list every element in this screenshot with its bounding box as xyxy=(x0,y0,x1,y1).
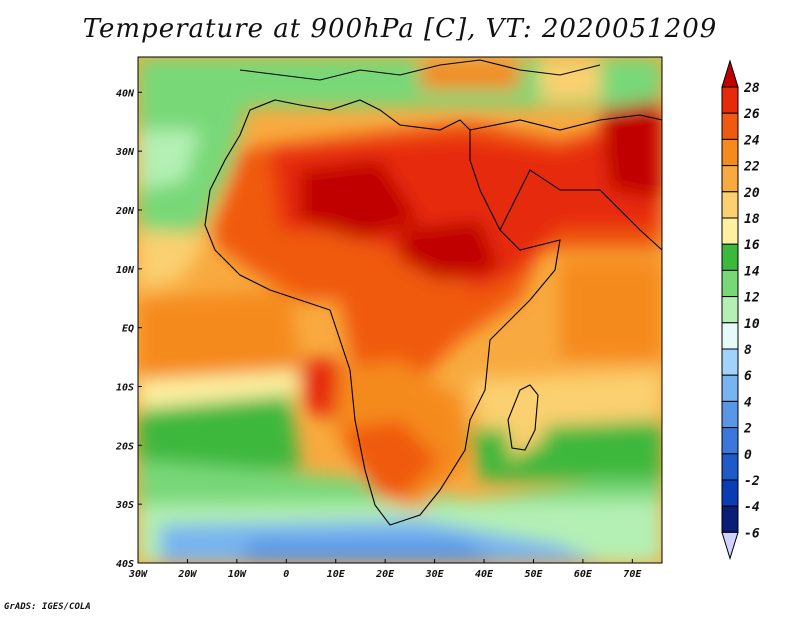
lon-tick-label: 10E xyxy=(327,569,346,580)
colorbar-label: -4 xyxy=(744,500,760,515)
map-frame xyxy=(137,56,663,564)
lon-tick-label: 70E xyxy=(623,569,642,580)
colorbar-label: 26 xyxy=(743,107,760,122)
colorbar-box xyxy=(721,479,739,507)
lon-tick-label: 30E xyxy=(425,569,445,580)
colorbar-label: 22 xyxy=(743,160,760,175)
colorbar-label: 18 xyxy=(744,212,760,227)
lat-tick-label: 10N xyxy=(116,265,135,276)
map-title: Temperature at 900hPa [C], VT: 202005120… xyxy=(82,14,718,44)
colorbar-label: 4 xyxy=(744,395,752,410)
lon-tick-label: 0 xyxy=(283,569,289,580)
grads-credit: GrADS: IGES/COLA xyxy=(4,602,91,612)
colorbar-label: 14 xyxy=(744,264,760,279)
colorbar-box xyxy=(721,348,739,376)
colorbar-box xyxy=(721,322,739,350)
colorbar-box xyxy=(721,217,739,245)
colorbar-box xyxy=(721,86,739,114)
lat-tick-label: 20N xyxy=(115,206,135,217)
colorbar-label: 16 xyxy=(744,238,760,253)
lat-tick-label: 30N xyxy=(115,147,135,158)
colorbar-box xyxy=(721,374,739,402)
colorbar-label: 28 xyxy=(743,81,760,96)
colorbar-box xyxy=(721,165,739,193)
colorbar-box xyxy=(721,427,739,455)
lat-tick-label: 30S xyxy=(115,500,134,511)
colorbar-label: 10 xyxy=(744,317,760,332)
colorbar-label: 8 xyxy=(744,343,752,358)
colorbar-box xyxy=(721,138,739,167)
lon-tick-label: 10W xyxy=(228,569,247,580)
lon-tick-label: 40E xyxy=(475,569,494,580)
lat-tick-label: EQ xyxy=(122,324,134,335)
lat-tick-label: 20S xyxy=(115,441,134,452)
colorbar-box xyxy=(721,400,739,429)
colorbar-box xyxy=(721,243,739,271)
colorbar-label: 20 xyxy=(743,186,760,201)
colorbar-label: 6 xyxy=(744,369,752,384)
colorbar-label: -2 xyxy=(744,474,760,489)
colorbar-top-arrow xyxy=(721,59,739,88)
lat-tick-label: 40S xyxy=(116,559,134,570)
lon-tick-label: 20W xyxy=(177,569,197,580)
colorbar-label: 24 xyxy=(743,133,760,148)
colorbar-label: -6 xyxy=(744,526,760,541)
colorbar-box xyxy=(721,112,739,140)
colorbar-box xyxy=(721,269,739,298)
colorbar-box xyxy=(721,505,739,533)
colorbar-label: 2 xyxy=(743,422,752,437)
colorbar-bottom-arrow xyxy=(721,531,739,561)
lon-tick-label: 60E xyxy=(574,569,593,580)
colorbar-label: 0 xyxy=(744,448,752,463)
colorbar-box xyxy=(721,296,739,324)
lat-tick-label: 10S xyxy=(116,382,134,393)
colorbar-box xyxy=(721,453,739,481)
colorbar-label: 12 xyxy=(744,291,760,306)
lat-tick-label: 40N xyxy=(116,88,135,99)
lon-tick-label: 50E xyxy=(524,569,543,580)
lon-tick-label: 20E xyxy=(375,569,395,580)
colorbar-box xyxy=(721,191,739,219)
coastlines xyxy=(204,59,662,526)
lon-tick-label: 30W xyxy=(128,569,148,580)
temperature-field xyxy=(138,57,662,563)
